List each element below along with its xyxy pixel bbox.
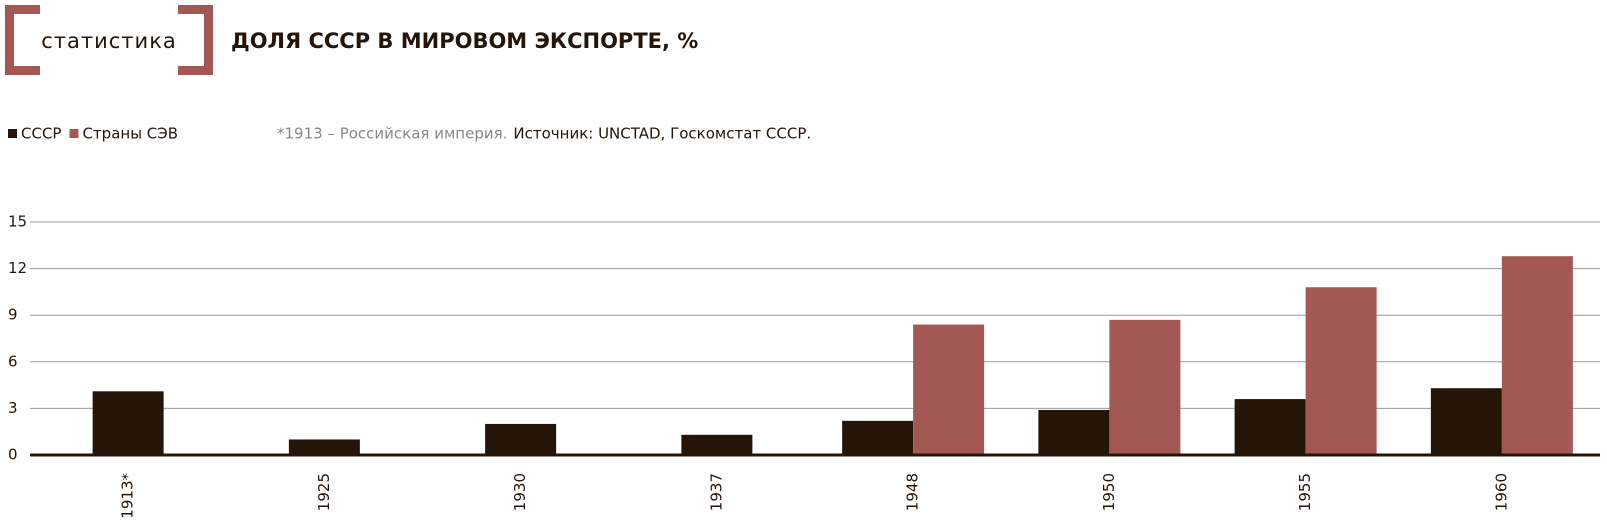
bar (288, 439, 360, 455)
bar (1109, 319, 1181, 455)
y-tick-label: 0 (8, 446, 18, 464)
legend-swatch (69, 129, 79, 138)
logo: статистика (5, 5, 213, 75)
y-tick-label: 12 (8, 259, 27, 277)
legend: СССР Страны СЭВ (8, 125, 178, 143)
x-tick-label: 1925 (315, 473, 333, 511)
logo-bracket (178, 5, 213, 75)
bar (913, 324, 985, 455)
bar (681, 434, 753, 455)
legend-label: Страны СЭВ (82, 125, 178, 143)
x-tick-label: 1950 (1100, 473, 1118, 511)
bar (485, 423, 557, 455)
note: *1913 – Российская империя. (277, 125, 507, 143)
bar (842, 420, 914, 455)
x-tick-label: 1955 (1296, 473, 1314, 511)
brand: статистика (41, 29, 177, 53)
x-tick-label: 1930 (511, 473, 529, 511)
x-tick-label: 1913* (119, 473, 137, 519)
y-tick-label: 6 (8, 352, 18, 370)
x-tick-label: 1948 (904, 473, 922, 511)
bar (1305, 287, 1377, 455)
logo-bracket (5, 5, 40, 75)
y-tick-label: 9 (8, 306, 18, 324)
chart-title: ДОЛЯ СССР В МИРОВОМ ЭКСПОРТЕ, % (231, 29, 698, 53)
y-tick-label: 3 (8, 399, 18, 417)
y-tick-label: 15 (8, 213, 27, 231)
legend-swatch (8, 129, 17, 138)
bar (1038, 409, 1110, 455)
bar (1501, 256, 1573, 455)
x-tick-label: 1937 (707, 473, 725, 511)
source: Источник: UNCTAD, Госкомстат СССР. (513, 125, 811, 143)
bar (1430, 388, 1502, 455)
x-tick-label: 1960 (1492, 473, 1510, 511)
bar (92, 391, 164, 455)
legend-label: СССР (21, 125, 61, 143)
bar (1234, 399, 1306, 455)
